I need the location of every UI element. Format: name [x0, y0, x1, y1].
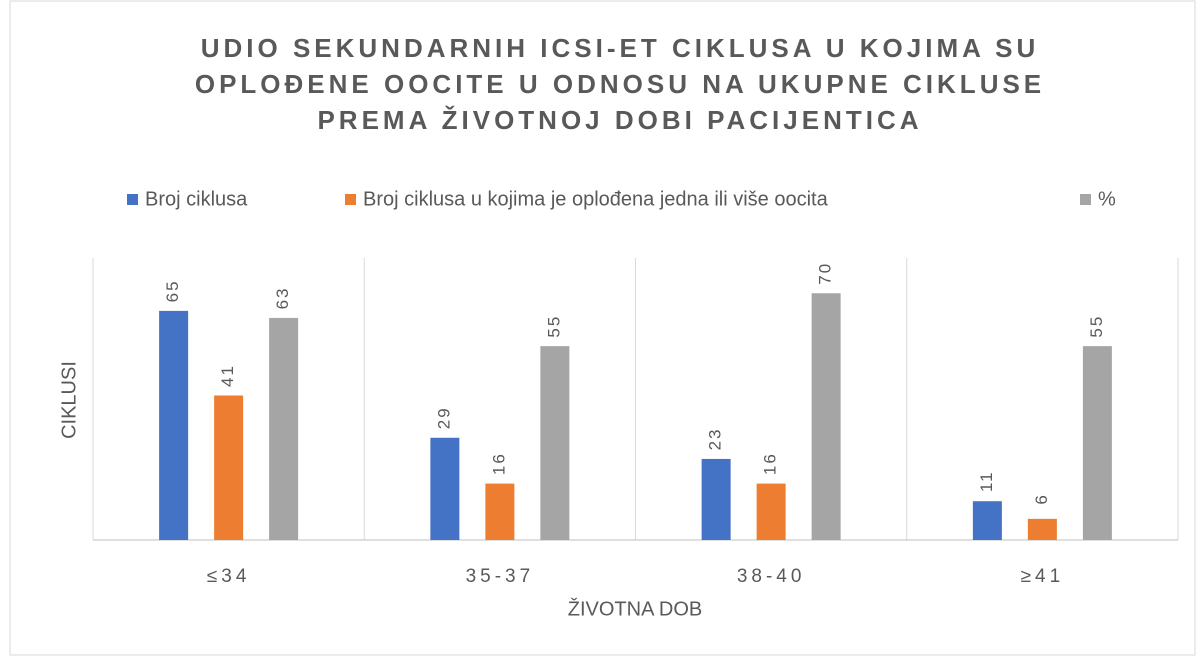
bar: [1027, 518, 1057, 540]
data-label: 29: [434, 406, 453, 429]
bar: [269, 317, 299, 540]
bar: [485, 483, 515, 540]
bar: [430, 437, 460, 540]
data-label: 16: [489, 452, 508, 475]
bar: [811, 293, 841, 540]
bar: [540, 346, 570, 540]
chart-title: OPLOĐENE OOCITE U ODNOSU NA UKUPNE CIKLU…: [195, 69, 1045, 99]
legend-label: %: [1098, 188, 1116, 210]
data-label: 65: [163, 279, 182, 302]
x-axis-label: ŽIVOTNA DOB: [568, 597, 702, 620]
bar: [159, 310, 189, 540]
x-tick-label: ≤34: [207, 566, 251, 587]
data-label: 41: [218, 364, 237, 387]
bar: [1082, 346, 1112, 540]
x-tick-label: 38-40: [737, 566, 806, 587]
bar: [701, 458, 731, 540]
data-label: 6: [1032, 493, 1051, 504]
data-label: 23: [706, 427, 725, 450]
y-axis-label: CIKLUSI: [58, 361, 80, 439]
data-label: 70: [816, 262, 835, 285]
data-label: 55: [544, 315, 563, 338]
data-label: 11: [977, 470, 996, 492]
bar: [972, 501, 1002, 540]
legend-label: Broj ciklusa u kojima je oplođena jedna …: [363, 188, 829, 210]
chart-title: PREMA ŽIVOTNOJ DOBI PACIJENTICA: [317, 105, 922, 135]
chart-title: UDIO SEKUNDARNIH ICSI-ET CIKLUSA U KOJIM…: [201, 33, 1040, 63]
bar: [214, 395, 244, 540]
x-tick-label: 35-37: [466, 566, 535, 587]
legend-swatch: [1080, 194, 1091, 205]
data-label: 63: [273, 286, 292, 309]
chart-frame: [9, 0, 1196, 656]
legend-swatch: [345, 194, 356, 205]
data-label: 16: [761, 452, 780, 475]
data-label: 55: [1087, 315, 1106, 338]
bar: [756, 483, 786, 540]
legend-swatch: [127, 194, 138, 205]
legend-label: Broj ciklusa: [145, 188, 248, 210]
x-tick-label: ≥41: [1021, 566, 1065, 587]
